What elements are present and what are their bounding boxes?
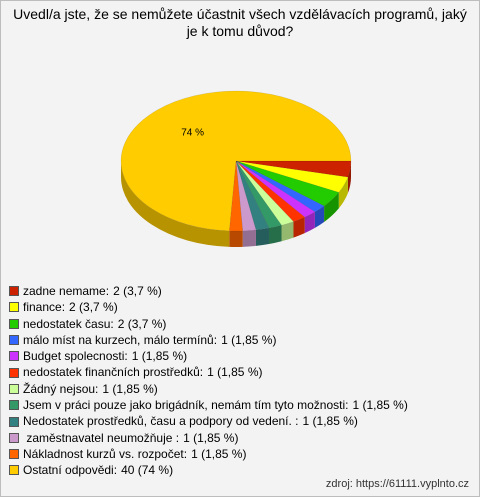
legend-value: 1 (1,85 %) <box>191 446 247 461</box>
legend-value: 1 (1,85 %) <box>207 365 263 380</box>
legend-swatch <box>9 465 19 476</box>
legend-label: Nedostatek prostředků, času a podpory od… <box>23 414 299 429</box>
legend-swatch <box>9 286 19 297</box>
legend-label: zaměstnavatel neumožňuje : <box>23 430 180 445</box>
slice <box>235 160 325 213</box>
slice-side <box>314 205 325 228</box>
legend-swatch <box>9 432 19 443</box>
slice <box>235 160 316 218</box>
slice <box>235 160 340 207</box>
legend-entry: málo míst na kurzech, málo termínů: 1 (1,… <box>9 332 408 348</box>
pie-area: 74 % <box>120 90 352 247</box>
slice-side <box>268 225 282 245</box>
legend-entry: nedostatek času: 2 (3,7 %) <box>9 316 408 332</box>
slice-side <box>324 192 339 222</box>
slice-side <box>304 211 315 234</box>
chart-title: Uvedl/a jste, že se nemůžete účastnit vš… <box>13 6 467 39</box>
legend-swatch <box>9 383 19 394</box>
legend-label: nedostatek finančních prostředků: <box>23 365 204 380</box>
slice-side <box>347 161 351 194</box>
legend-value: 1 (1,85 %) <box>131 349 188 364</box>
legend-value: 2 (3,7 %) <box>113 284 162 298</box>
slice <box>235 160 257 232</box>
legend-entry: Žádný nejsou: 1 (1,85 %) <box>9 381 408 397</box>
legend-swatch <box>9 367 19 378</box>
legend-entry: nedostatek finančních prostředků: 1 (1,85… <box>9 364 408 380</box>
legend-label: zadne nemame: <box>23 284 110 298</box>
data-label: 74 % <box>181 128 204 139</box>
slice-side <box>255 228 269 246</box>
slice <box>235 160 294 226</box>
legend-entry: Budget spolecnosti: 1 (1,85 %) <box>9 348 408 364</box>
legend-value: 2 (3,7 %) <box>117 316 167 331</box>
legend-entry: zaměstnavatel neumožňuje :1 (1,85 %) <box>9 430 408 446</box>
slice <box>235 160 270 231</box>
legend-label: Budget spolecnosti: <box>23 349 128 364</box>
legend-label: Jsem v práci pouze jako brigádník, nemám… <box>23 398 349 413</box>
slice-side <box>121 161 230 247</box>
slice-side <box>281 221 294 242</box>
legend-value: 1 (1,85 %) <box>302 414 358 429</box>
slice <box>120 90 352 232</box>
legend-entry: finance: 2 (3,7 %) <box>9 299 408 315</box>
slice <box>235 160 306 222</box>
slice <box>235 160 349 193</box>
legend-value: 1 (1,85 %) <box>352 398 408 413</box>
slice-side <box>293 217 305 238</box>
slice <box>235 160 282 229</box>
slice-side <box>242 229 256 247</box>
slice <box>229 160 243 232</box>
legend-value: 40 (74 %) <box>121 463 174 478</box>
legend-swatch <box>9 302 19 313</box>
legend-entry: Ostatní odpovědi: 40 (74 %) <box>9 462 408 478</box>
legend-entry: Nedostatek prostředků, času a podpory od… <box>9 413 408 429</box>
legend-entry: Nákladnost kurzů vs. rozpočet: 1 (1,85 %) <box>9 446 408 462</box>
legend-swatch <box>9 351 19 362</box>
legend-value: 1 (1,85 %) <box>221 332 277 347</box>
legend-label: málo míst na kurzech, málo termínů: <box>23 332 218 347</box>
slice-side <box>338 177 348 209</box>
legend-swatch <box>9 416 19 427</box>
legend-label: Nákladnost kurzů vs. rozpočet: <box>23 446 188 461</box>
legend-value: 1 (1,85 %) <box>102 381 158 396</box>
legend-swatch <box>9 449 19 460</box>
legend-label: Žádný nejsou: <box>23 381 99 396</box>
legend-swatch <box>9 400 19 411</box>
legend-label: Ostatní odpovědi: <box>23 463 118 478</box>
legend-swatch <box>9 318 19 329</box>
legend: zadne nemame: 2 (3,7 %) finance: 2 (3,7 %) n… <box>9 283 408 479</box>
slice-side <box>229 230 243 247</box>
legend-label: nedostatek času: <box>23 316 114 331</box>
legend-entry: zadne nemame: 2 (3,7 %) <box>9 283 408 299</box>
legend-swatch <box>9 335 19 346</box>
source: zdroj: https://61111.vyplnto.cz <box>325 478 469 490</box>
slice <box>235 160 352 178</box>
legend-value: 1 (1,85 %) <box>183 430 239 445</box>
legend-value: 2 (3,7 %) <box>69 300 118 315</box>
legend-label: finance: <box>23 300 66 315</box>
legend-entry: Jsem v práci pouze jako brigádník, nemám… <box>9 397 408 413</box>
